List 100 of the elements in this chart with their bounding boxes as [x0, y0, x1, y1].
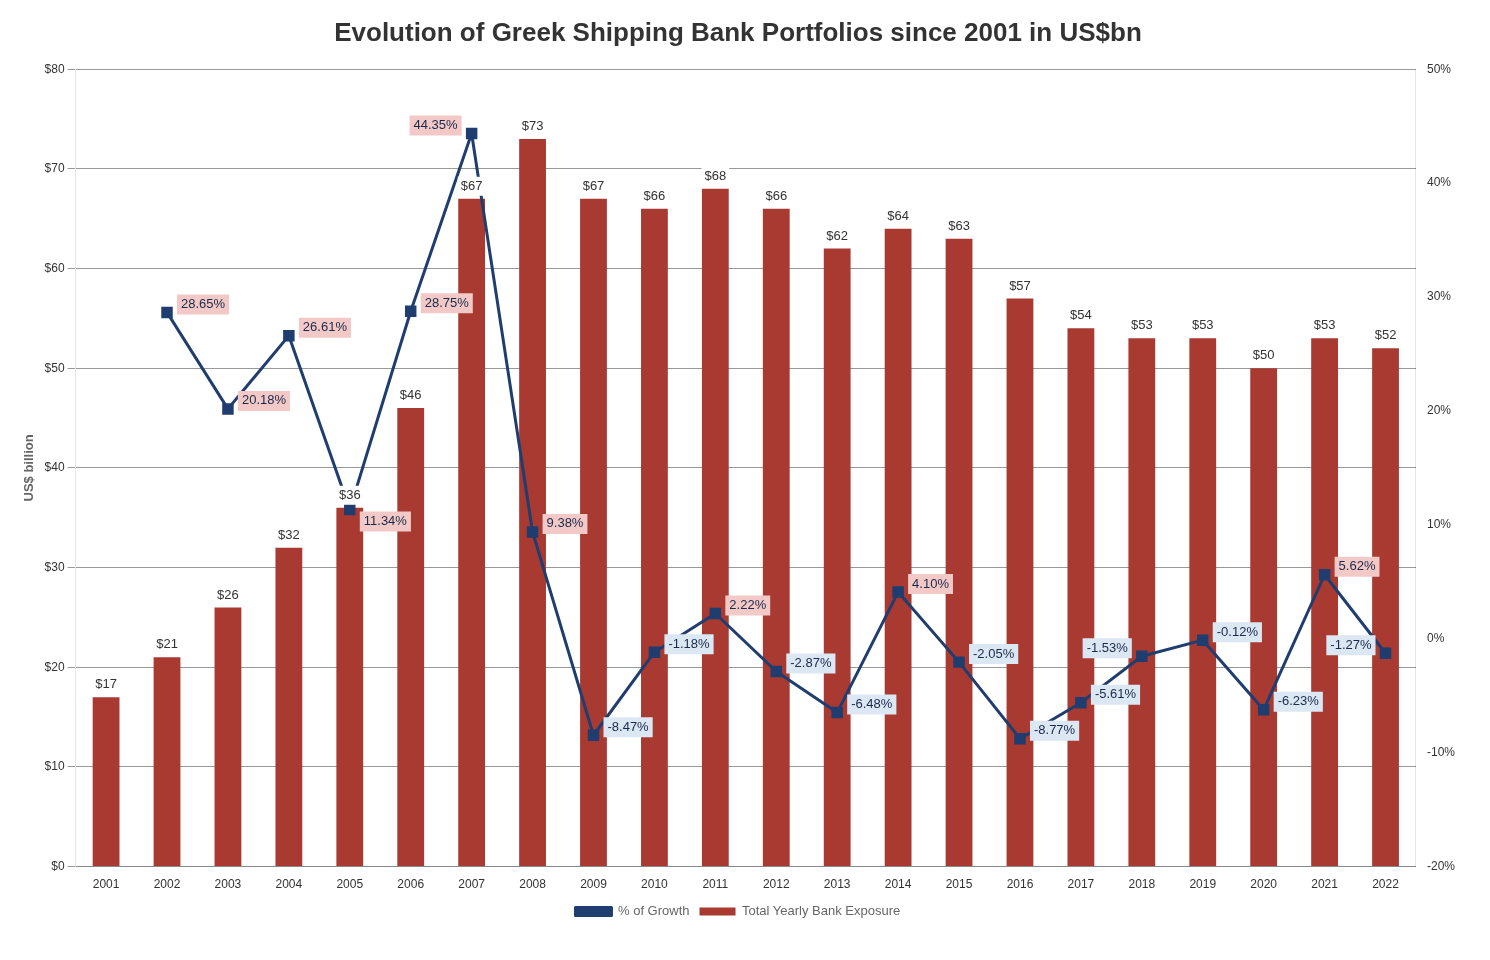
data-label: $73 — [521, 118, 544, 134]
y-axis-title: US$ billion — [21, 434, 37, 502]
x-tick-label: 2002 — [153, 877, 181, 892]
y-tick-label: $60 — [44, 260, 65, 275]
data-label: $68 — [704, 167, 727, 183]
legend-label: % of Growth — [617, 903, 690, 919]
data-label: -2.87% — [790, 655, 832, 671]
x-tick-label: 2017 — [1067, 877, 1095, 892]
data-label: $32 — [278, 526, 300, 542]
data-label: -1.53% — [1086, 639, 1129, 655]
data-label: $52 — [1374, 327, 1397, 343]
data-label: -6.48% — [851, 696, 893, 712]
point — [648, 646, 661, 658]
x-tick-label: 2010 — [641, 877, 669, 892]
y-tick-label: $70 — [44, 161, 65, 176]
x-tick-label: 2014 — [884, 877, 912, 892]
data-label: 9.38% — [546, 515, 584, 531]
y2-tick-label: 10% — [1426, 517, 1452, 532]
data-label: $21 — [156, 636, 178, 652]
x-tick-label: 2004 — [275, 877, 303, 892]
point — [1318, 569, 1331, 581]
point — [892, 586, 904, 598]
point — [953, 656, 965, 668]
data-label: 2.22% — [729, 597, 767, 613]
bar — [92, 697, 120, 867]
data-label: $53 — [1191, 317, 1214, 333]
point — [1257, 704, 1270, 716]
bar — [1189, 338, 1217, 867]
data-label: $67 — [582, 177, 605, 193]
x-tick-label: 2016 — [1006, 877, 1034, 892]
bar — [214, 607, 242, 867]
chart-title: Evolution of Greek Shipping Bank Portfolios since 2001 in US$bn — [334, 16, 1142, 47]
x-tick-label: 2006 — [397, 877, 425, 892]
x-tick-label: 2020 — [1250, 877, 1278, 892]
data-label: 44.35% — [413, 117, 459, 133]
point — [526, 526, 539, 538]
data-label: -8.77% — [1033, 722, 1076, 738]
point — [587, 729, 600, 741]
point — [1197, 634, 1209, 646]
data-label: $57 — [1009, 277, 1031, 293]
data-label: $67 — [460, 177, 483, 193]
point — [1379, 647, 1392, 659]
y-tick-label: $40 — [44, 460, 65, 475]
y-tick-label: $30 — [44, 559, 65, 574]
data-label: $53 — [1313, 317, 1336, 333]
x-tick-label: 2008 — [519, 877, 547, 892]
data-label: -8.47% — [607, 718, 650, 734]
x-tick-label: 2013 — [823, 877, 851, 892]
bar — [336, 507, 364, 867]
bar — [519, 138, 546, 867]
y2-tick-label: 0% — [1426, 631, 1445, 646]
point — [344, 503, 356, 516]
data-label: $66 — [765, 187, 788, 203]
x-tick-label: 2007 — [458, 877, 486, 892]
point — [283, 329, 295, 342]
data-label: -2.05% — [973, 645, 1015, 661]
x-tick-label: 2022 — [1372, 877, 1400, 892]
point — [465, 127, 478, 140]
data-label: 20.18% — [241, 392, 287, 408]
data-label: $17 — [95, 676, 117, 692]
data-label: 11.34% — [363, 513, 408, 529]
x-tick-label: 2018 — [1128, 877, 1156, 892]
x-tick-label: 2011 — [702, 877, 729, 892]
point — [1014, 732, 1026, 745]
y2-tick-label: 40% — [1426, 175, 1452, 190]
bar — [275, 547, 303, 867]
data-label: -0.12% — [1216, 623, 1259, 639]
point — [222, 403, 234, 415]
y-tick-label: $50 — [44, 360, 65, 375]
point — [831, 706, 843, 719]
point — [709, 607, 722, 620]
y2-tick-label: 30% — [1426, 289, 1452, 304]
y2-tick-label: 20% — [1426, 403, 1452, 418]
data-label: 4.10% — [912, 575, 950, 591]
x-tick-label: 2021 — [1311, 877, 1339, 892]
x-tick-label: 2009 — [580, 877, 608, 892]
data-label: 5.62% — [1338, 558, 1376, 574]
point — [770, 665, 783, 678]
x-tick-label: 2001 — [92, 877, 120, 892]
data-label: -6.23% — [1277, 693, 1320, 709]
data-label: $64 — [887, 207, 909, 223]
x-tick-label: 2003 — [214, 877, 242, 892]
x-tick-label: 2019 — [1189, 877, 1217, 892]
y-tick-label: $10 — [44, 759, 65, 774]
y-tick-label: $80 — [44, 61, 65, 76]
legend-label: Total Yearly Bank Exposure — [742, 903, 901, 919]
x-tick-label: 2012 — [762, 877, 790, 892]
data-label: $46 — [399, 387, 422, 403]
y2-tick-label: -10% — [1426, 745, 1456, 759]
y2-tick-label: 50% — [1426, 61, 1452, 76]
x-tick-label: 2005 — [336, 877, 364, 892]
data-label: 28.65% — [181, 295, 226, 311]
data-label: $66 — [643, 187, 666, 203]
data-label: -1.18% — [668, 635, 711, 651]
point — [404, 305, 417, 318]
point — [1136, 650, 1148, 662]
data-label: $50 — [1252, 347, 1275, 363]
data-label: $36 — [338, 486, 361, 502]
x-tick-label: 2015 — [945, 877, 973, 892]
data-label: 28.75% — [424, 294, 470, 310]
